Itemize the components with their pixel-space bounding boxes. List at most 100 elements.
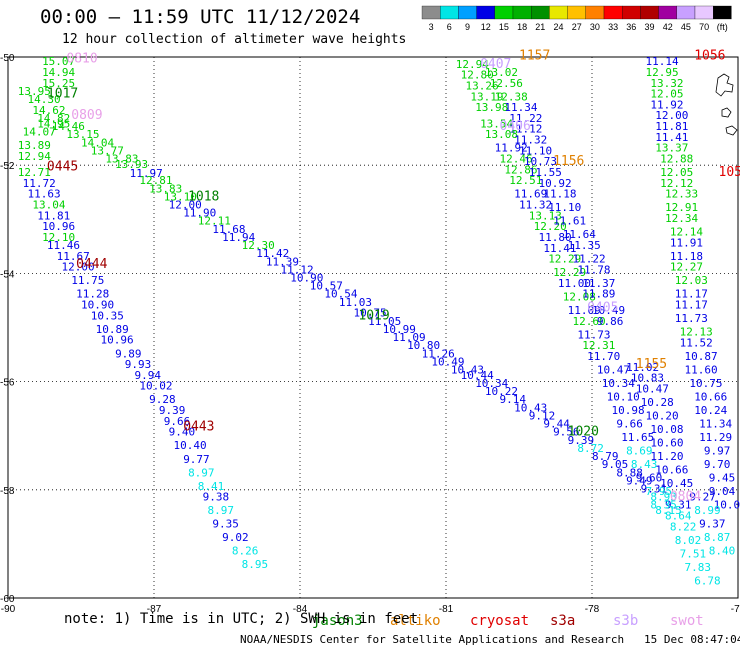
wave-height-value: 12.80 xyxy=(461,69,494,82)
colorbar-swatch xyxy=(531,5,550,20)
y-tick-label: -56 xyxy=(0,378,15,389)
wave-height-value: 8.93 xyxy=(650,491,677,504)
wave-height-value: 11.64 xyxy=(563,228,596,241)
wave-height-value: 12.05 xyxy=(650,88,683,101)
wave-height-value: 12.31 xyxy=(582,339,615,352)
wave-height-value: 9.12 xyxy=(529,409,556,422)
wave-height-value: 9.60 xyxy=(636,472,663,485)
wave-height-value: 11.67 xyxy=(57,250,90,263)
x-tick-label: -75 xyxy=(731,604,740,615)
colorbar-label: 33 xyxy=(608,22,618,32)
wave-height-value: 11.46 xyxy=(47,239,80,252)
wave-height-value: 11.94 xyxy=(222,231,255,244)
satellite-legend-altiko: altiko xyxy=(390,613,441,629)
colorbar-swatch xyxy=(476,5,495,20)
wave-height-value: 12.27 xyxy=(670,261,703,274)
pass-time-label: 1056 xyxy=(694,49,725,64)
wave-height-value: 12.51 xyxy=(509,174,542,187)
wave-height-value: 10.75 xyxy=(689,377,722,390)
colorbar-swatch xyxy=(512,5,532,20)
wave-height-value: 11.09 xyxy=(392,331,425,344)
wave-height-value: 10.99 xyxy=(383,323,416,336)
wave-height-value: 8.79 xyxy=(592,450,619,463)
wave-height-value: 9.31 xyxy=(665,499,692,512)
wave-height-value: 13.04 xyxy=(32,198,65,211)
y-tick-label: -60 xyxy=(0,594,15,605)
colorbar-swatch xyxy=(421,5,441,20)
wave-height-value: 12.33 xyxy=(665,188,698,201)
wave-height-value: 13.08 xyxy=(485,128,518,141)
note: note: 1) Time is in UTC; 2) SWH is in fe… xyxy=(64,611,418,627)
wave-height-value: 10.02 xyxy=(139,380,172,393)
pass-time-label: 1155 xyxy=(636,357,667,372)
colorbar-label: 30 xyxy=(590,22,600,32)
wave-height-value: 14.62 xyxy=(32,104,65,117)
wave-height-value: 12.34 xyxy=(665,212,698,225)
wave-height-value: 11.65 xyxy=(621,431,654,444)
wave-height-value: 12.11 xyxy=(198,215,231,228)
wave-height-value: 10.10 xyxy=(607,391,640,404)
y-tick-label: -50 xyxy=(0,53,15,64)
wave-height-value: 12.86 xyxy=(504,163,537,176)
wave-height-value: 11.22 xyxy=(573,253,606,266)
colorbar-label: 6 xyxy=(447,22,452,32)
colorbar-swatch xyxy=(603,5,623,20)
wave-height-value: 9.39 xyxy=(568,434,595,447)
satellite-legend-jason3: jason3 xyxy=(312,613,363,629)
wave-height-value: 12.08 xyxy=(563,290,596,303)
pass-time-label: 0445 xyxy=(47,160,78,175)
wave-height-value: 12.91 xyxy=(665,201,698,214)
wave-height-value: 14.04 xyxy=(81,136,114,149)
wave-height-value: 12.12 xyxy=(660,177,693,190)
wave-height-value: 11.29 xyxy=(699,431,732,444)
wave-height-value: 11.72 xyxy=(23,177,56,190)
x-tick-label: -90 xyxy=(1,604,16,615)
wave-height-value: 10.20 xyxy=(646,409,679,422)
wave-height-value: 8.15 xyxy=(655,504,682,517)
wave-height-value: 10.43 xyxy=(451,363,484,376)
wave-height-value: 13.83 xyxy=(149,182,182,195)
wave-height-value: 11.20 xyxy=(650,450,683,463)
pass-time-label: 1018 xyxy=(188,189,219,204)
wave-height-value: 13.77 xyxy=(91,144,124,157)
wave-height-value: 9.38 xyxy=(203,491,230,504)
wave-height-value: 14.94 xyxy=(42,66,75,79)
wave-height-value: 11.61 xyxy=(553,215,586,228)
wave-height-value: 15.25 xyxy=(42,77,75,90)
wave-height-value: 8.64 xyxy=(665,510,692,523)
wave-height-value: 13.89 xyxy=(18,139,51,152)
wave-height-value: 11.32 xyxy=(519,198,552,211)
wave-height-value: 9.05 xyxy=(602,458,629,471)
satellite-legend-cryosat: cryosat xyxy=(470,613,529,629)
wave-height-value: 13.15 xyxy=(66,128,99,141)
wave-height-value: 10.35 xyxy=(91,309,124,322)
wave-height-value: 8.97 xyxy=(208,504,235,517)
wave-height-value: 7.95 xyxy=(646,485,673,498)
wave-height-value: 12.94 xyxy=(456,58,489,71)
colorbar-label: 15 xyxy=(499,22,509,32)
wave-height-value: 11.81 xyxy=(37,209,70,222)
wave-height-value: 10.92 xyxy=(538,177,571,190)
wave-height-value: 12.29 xyxy=(553,266,586,279)
colorbar-swatch xyxy=(713,5,732,20)
wave-height-value: 12.00 xyxy=(655,109,688,122)
wave-height-value: 12.71 xyxy=(18,166,51,179)
colorbar-label: 45 xyxy=(681,22,691,32)
wave-height-value: 13.95 xyxy=(18,85,51,98)
wave-height-value: 11.37 xyxy=(582,277,615,290)
wave-height-value: 11.55 xyxy=(529,166,562,179)
pass-time-label: 0407 xyxy=(480,57,511,72)
pass-time-label: 1017 xyxy=(47,87,78,102)
wave-height-value: 11.52 xyxy=(680,336,713,349)
wave-height-value: 8.88 xyxy=(616,466,643,479)
wave-height-value: 13.13 xyxy=(529,209,562,222)
wave-height-value: 8.72 xyxy=(577,442,604,455)
wave-height-value: 14.30 xyxy=(27,93,60,106)
wave-height-value: 11.63 xyxy=(27,188,60,201)
wave-height-value: 12.60 xyxy=(573,315,606,328)
wave-height-value: 8.41 xyxy=(198,480,225,493)
wave-height-value: 10.75 xyxy=(354,307,387,320)
wave-height-value: 9.97 xyxy=(704,445,731,458)
wave-height-value: 14.46 xyxy=(52,120,85,133)
